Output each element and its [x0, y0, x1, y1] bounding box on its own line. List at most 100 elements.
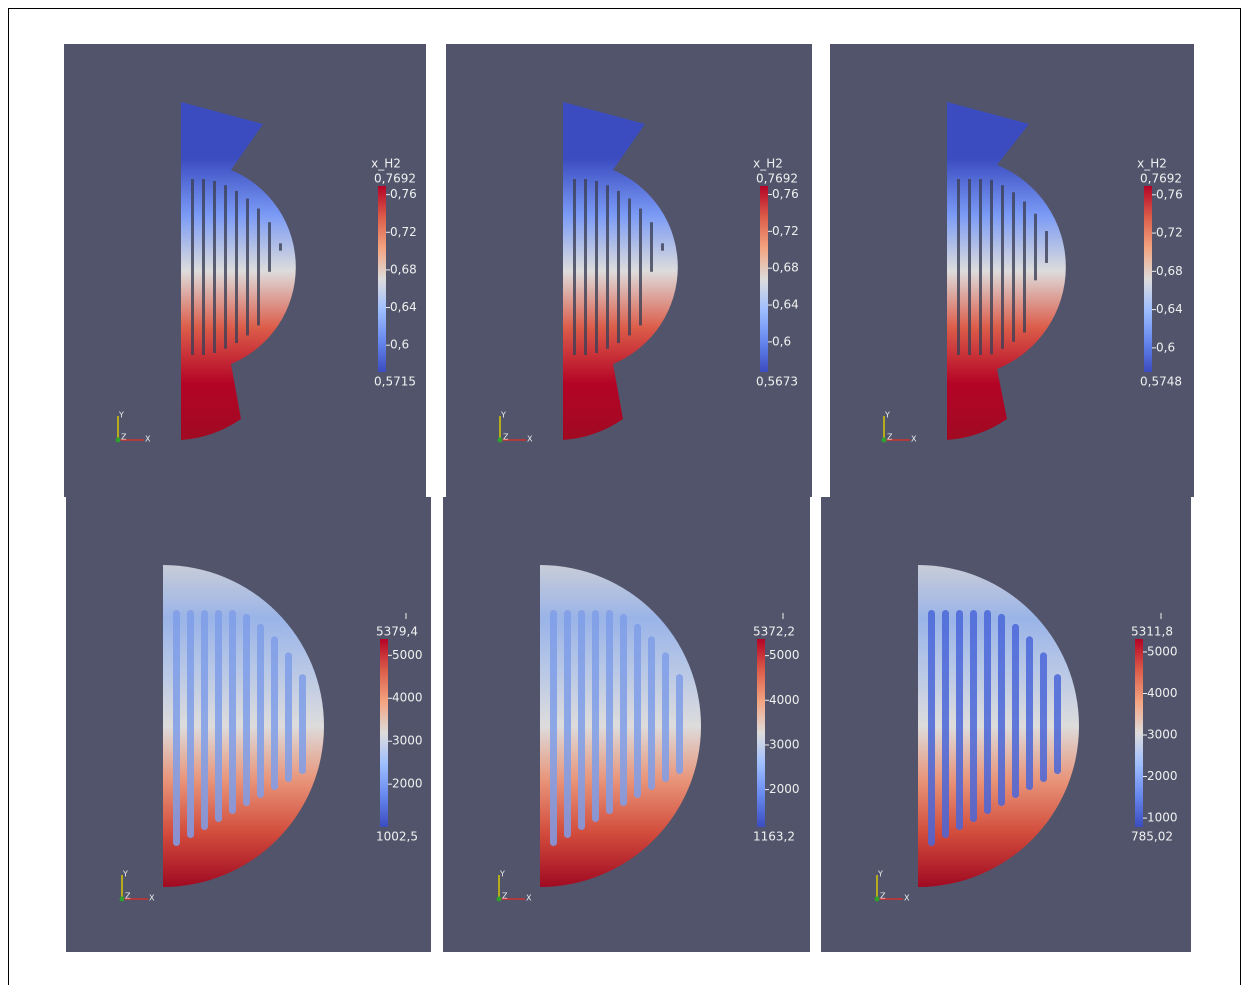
axis-label: Y — [884, 411, 890, 420]
color-bar — [378, 186, 386, 372]
render-view: 5379,4 1002,5 5000 4000 3000 2000 Y Z X — [66, 497, 431, 952]
slot — [257, 208, 260, 326]
axis-label: Z — [880, 892, 886, 901]
channel — [271, 636, 278, 790]
channel — [928, 610, 935, 846]
render-view: x_H20,7692 0,5673 0,76 0,72 0,68 0,64 0,6 Y Z X — [446, 44, 812, 497]
channel — [984, 610, 991, 814]
axis-label: Z — [125, 892, 131, 901]
tick-label: 2000 — [1147, 769, 1178, 783]
axis-label: Z — [121, 433, 127, 442]
color-bar-min: 785,02 — [1131, 830, 1173, 844]
color-bar-title: x_H2 — [1137, 157, 1167, 171]
domain — [947, 102, 1066, 440]
channel — [606, 610, 613, 814]
axis-label: X — [145, 435, 151, 444]
slot — [246, 198, 249, 336]
axis-label: Z — [502, 892, 508, 901]
channel — [243, 613, 250, 806]
slot — [279, 243, 282, 251]
channel — [676, 674, 683, 774]
color-bar-min: 0,5715 — [374, 375, 416, 389]
axis-label: Y — [877, 870, 883, 879]
channel — [648, 636, 655, 790]
tick-label: 0,68 — [1156, 264, 1183, 278]
channel — [1054, 674, 1061, 774]
channel — [578, 610, 585, 830]
tick-label: 0,68 — [772, 261, 799, 275]
channel — [550, 610, 557, 846]
channel — [201, 610, 208, 830]
color-bar-title: x_H2 — [753, 157, 783, 171]
color-bar-min: 0,5673 — [756, 375, 798, 389]
tick-label: 2000 — [769, 782, 800, 796]
border — [8, 8, 9, 985]
slot — [661, 243, 664, 251]
axis-z — [497, 437, 503, 443]
slot — [968, 179, 971, 355]
axis-z — [115, 437, 121, 443]
axis-label: Y — [499, 870, 505, 879]
color-bar-title: x_H2 — [371, 157, 401, 171]
color-bar-max: 5311,8 — [1131, 625, 1173, 639]
tick-label: 0,68 — [390, 262, 417, 276]
color-bar-max: 5372,2 — [753, 625, 795, 639]
channel — [215, 610, 222, 822]
tick-label: 5000 — [392, 648, 423, 662]
axis-label: X — [527, 435, 533, 444]
axis-label: X — [526, 894, 532, 903]
axis-z — [496, 896, 502, 902]
color-bar — [760, 186, 768, 372]
color-bar — [757, 639, 765, 827]
slot — [268, 222, 271, 272]
slot — [573, 179, 576, 355]
slot — [979, 179, 982, 355]
color-bar-max: 5379,4 — [376, 625, 418, 639]
tick-label: 5000 — [1147, 644, 1178, 658]
axis-z — [874, 896, 880, 902]
channel — [285, 652, 292, 782]
channel — [956, 610, 963, 830]
slot — [650, 222, 653, 272]
slot — [1023, 201, 1026, 333]
render-view: x_H20,7692 0,5715 0,76 0,72 0,68 0,64 0,6 Y Z X — [64, 44, 426, 497]
border — [8, 8, 1241, 9]
channel — [299, 674, 306, 774]
tick-label: 0,64 — [390, 300, 417, 314]
render-view: x_H20,7692 0,5748 0,76 0,72 0,68 0,64 0,6 Y Z X — [830, 44, 1194, 497]
tick-label: 1000 — [1147, 811, 1178, 825]
tick-label: 0,6 — [390, 338, 409, 352]
channel — [942, 610, 949, 838]
tick-label: 0,72 — [1156, 226, 1183, 240]
border — [1240, 8, 1241, 985]
slot — [606, 185, 609, 349]
color-bar-min: 1163,2 — [753, 830, 795, 844]
color-bar-min: 0,5748 — [1140, 375, 1182, 389]
slot — [1012, 192, 1015, 342]
color-bar — [1144, 186, 1152, 372]
color-bar — [380, 639, 388, 827]
slot — [224, 185, 227, 349]
domain — [563, 102, 678, 440]
slot — [595, 180, 598, 354]
render-view: 5372,2 1163,2 5000 4000 3000 2000 Y Z X — [443, 497, 810, 952]
axis-z — [881, 437, 887, 443]
tick-label: 3000 — [1147, 728, 1178, 742]
channel — [662, 652, 669, 782]
tick-label: 0,6 — [772, 334, 791, 348]
slot — [213, 180, 216, 354]
tick-label: 0,6 — [1156, 340, 1175, 354]
tick-label: 0,76 — [1156, 187, 1183, 201]
slot — [1045, 231, 1048, 263]
slot — [235, 190, 238, 344]
slot — [957, 179, 960, 355]
axis-label: X — [149, 894, 155, 903]
color-bar-min: 1002,5 — [376, 830, 418, 844]
slot — [990, 179, 993, 355]
color-bar — [1135, 639, 1143, 827]
channel — [1040, 652, 1047, 782]
slot — [1034, 213, 1037, 281]
tick-label: 0,76 — [772, 187, 799, 201]
render-view: 5311,8 785,02 5000 4000 3000 2000 1000 Y Z X — [821, 497, 1191, 952]
tick-label: 4000 — [1147, 686, 1178, 700]
